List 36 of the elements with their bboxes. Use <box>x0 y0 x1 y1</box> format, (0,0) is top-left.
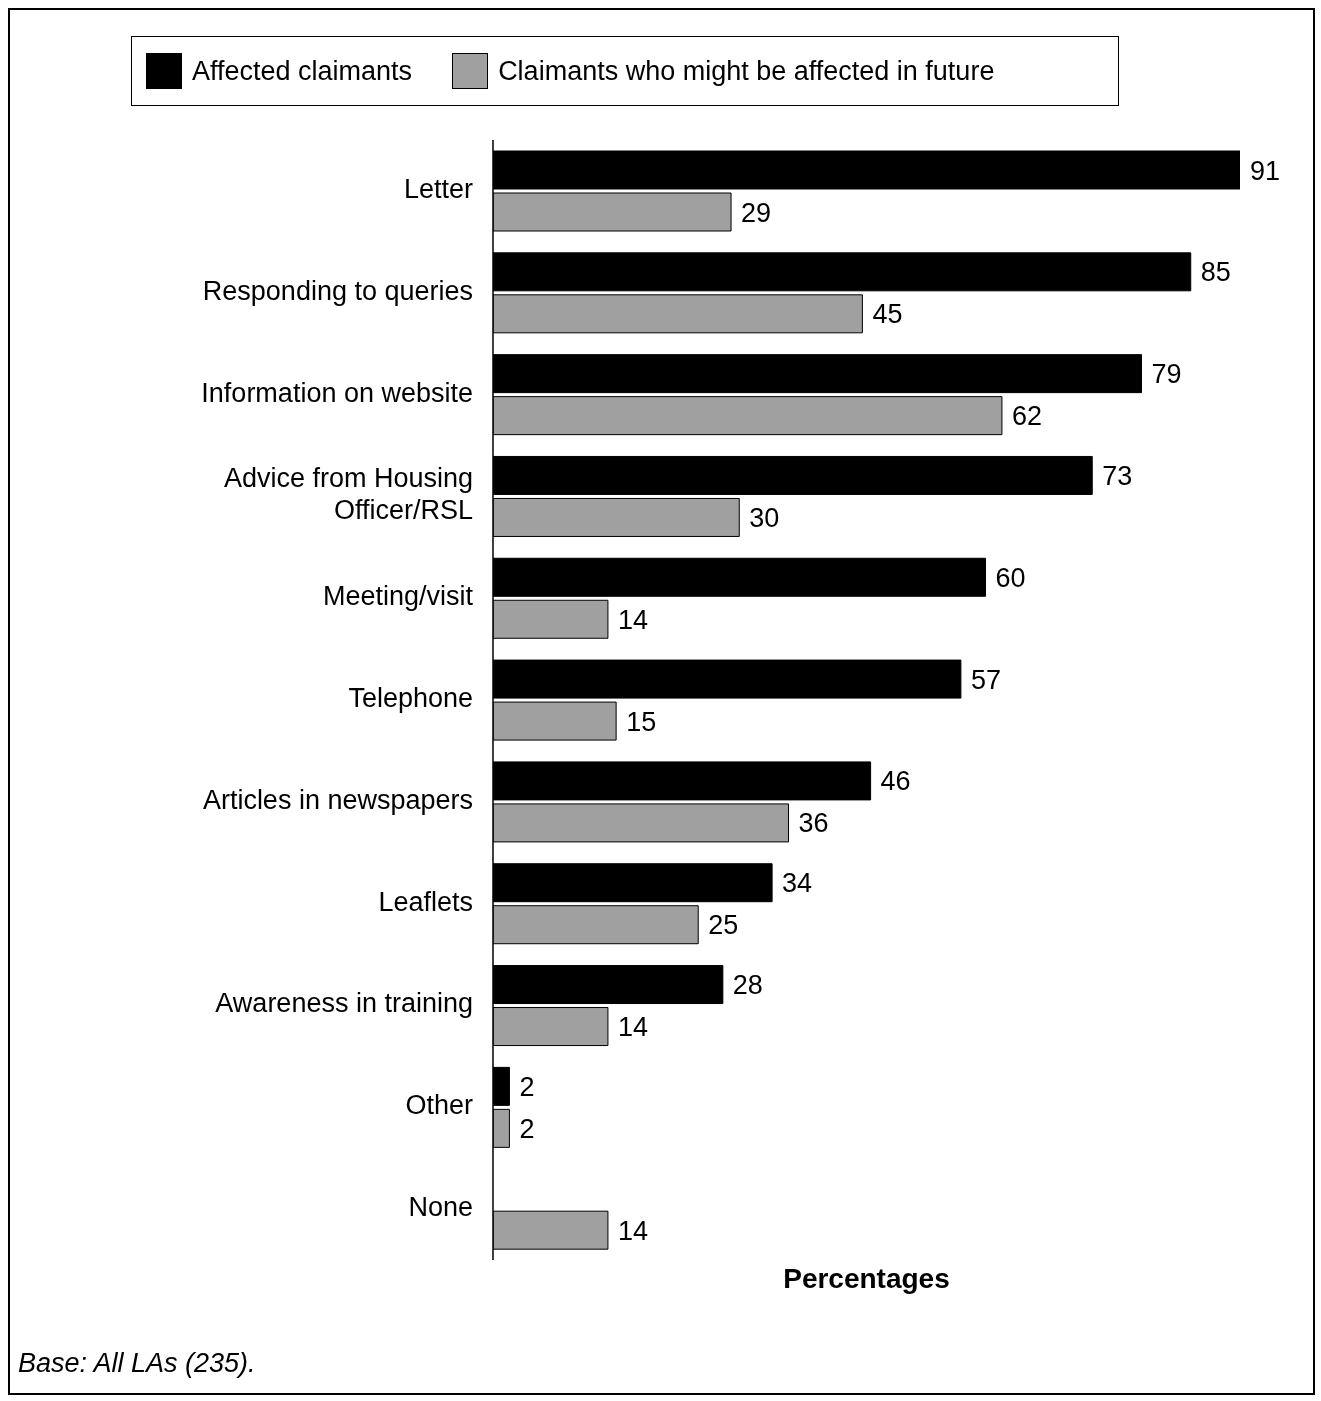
data-label: 25 <box>708 910 739 941</box>
data-label: 62 <box>1011 401 1042 432</box>
data-label: 30 <box>749 503 780 534</box>
data-label: 57 <box>970 664 1001 695</box>
legend-label: Affected claimants <box>192 55 413 87</box>
data-label: 45 <box>872 299 903 330</box>
y-tick-label: Letter <box>403 174 473 205</box>
y-tick-label: Leaflets <box>378 886 473 917</box>
data-label: 73 <box>1102 461 1133 492</box>
data-label: 60 <box>995 562 1026 593</box>
y-tick-label: Awareness in training <box>215 988 473 1019</box>
x-axis-title: Percentages <box>783 1262 950 1294</box>
y-tick-label: Articles in newspapers <box>202 784 473 815</box>
data-label: 14 <box>617 604 648 635</box>
data-label: 34 <box>782 868 813 899</box>
data-label: 28 <box>732 970 763 1001</box>
y-tick-label: Telephone <box>348 683 473 714</box>
data-label: 79 <box>1151 359 1182 390</box>
data-label: 2 <box>519 1113 535 1144</box>
data-label: 29 <box>741 197 772 228</box>
y-tick-label: Advice from Housing Officer/RSL <box>223 463 473 526</box>
text: Base: All LAs (235). <box>18 1348 256 1379</box>
data-label: 14 <box>617 1012 648 1043</box>
data-label: 2 <box>519 1071 535 1102</box>
legend-label: Claimants who might be affected in future <box>498 55 995 87</box>
y-tick-label: None <box>408 1192 473 1223</box>
data-label: 15 <box>626 706 657 737</box>
y-tick-label: Information on website <box>201 377 473 408</box>
data-label: 85 <box>1200 257 1231 288</box>
y-tick-label: Meeting/visit <box>322 581 474 612</box>
data-label: 91 <box>1250 155 1281 186</box>
y-tick-label: Responding to queries <box>202 275 473 306</box>
data-label: 14 <box>617 1215 648 1246</box>
data-label: 36 <box>798 808 829 839</box>
data-label: 46 <box>880 766 911 797</box>
y-tick-label: Other <box>405 1090 473 1121</box>
